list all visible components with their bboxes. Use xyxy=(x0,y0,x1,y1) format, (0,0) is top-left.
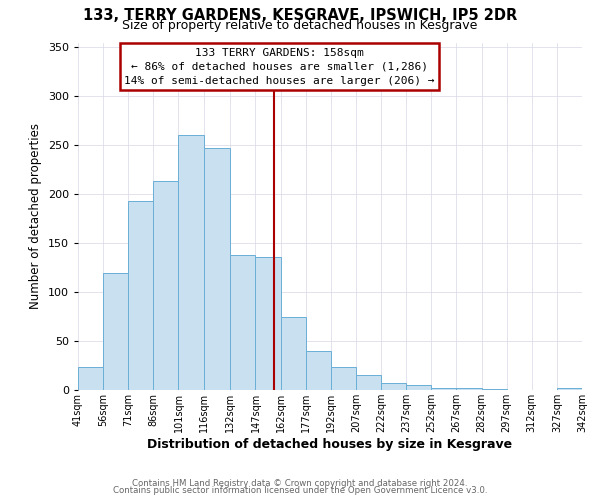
Bar xyxy=(331,366,356,390)
Bar xyxy=(356,376,381,390)
Text: Contains public sector information licensed under the Open Government Licence v3: Contains public sector information licen… xyxy=(113,486,487,495)
Y-axis label: Number of detached properties: Number of detached properties xyxy=(29,123,42,309)
Bar xyxy=(230,255,256,390)
Bar xyxy=(306,351,331,390)
Bar xyxy=(457,388,482,390)
Bar xyxy=(154,180,178,390)
Bar xyxy=(281,316,306,390)
Bar xyxy=(103,272,128,390)
Bar xyxy=(178,134,203,390)
Text: Contains HM Land Registry data © Crown copyright and database right 2024.: Contains HM Land Registry data © Crown c… xyxy=(132,478,468,488)
Bar xyxy=(203,148,230,390)
Bar xyxy=(431,388,457,390)
X-axis label: Distribution of detached houses by size in Kesgrave: Distribution of detached houses by size … xyxy=(148,438,512,451)
Bar xyxy=(78,366,103,390)
Bar xyxy=(381,383,406,390)
Text: 133 TERRY GARDENS: 158sqm
← 86% of detached houses are smaller (1,286)
14% of se: 133 TERRY GARDENS: 158sqm ← 86% of detac… xyxy=(124,48,435,86)
Bar xyxy=(256,257,281,390)
Bar xyxy=(128,201,154,390)
Bar xyxy=(482,389,506,390)
Text: Size of property relative to detached houses in Kesgrave: Size of property relative to detached ho… xyxy=(122,18,478,32)
Bar xyxy=(557,388,582,390)
Bar xyxy=(406,385,431,390)
Text: 133, TERRY GARDENS, KESGRAVE, IPSWICH, IP5 2DR: 133, TERRY GARDENS, KESGRAVE, IPSWICH, I… xyxy=(83,8,517,22)
